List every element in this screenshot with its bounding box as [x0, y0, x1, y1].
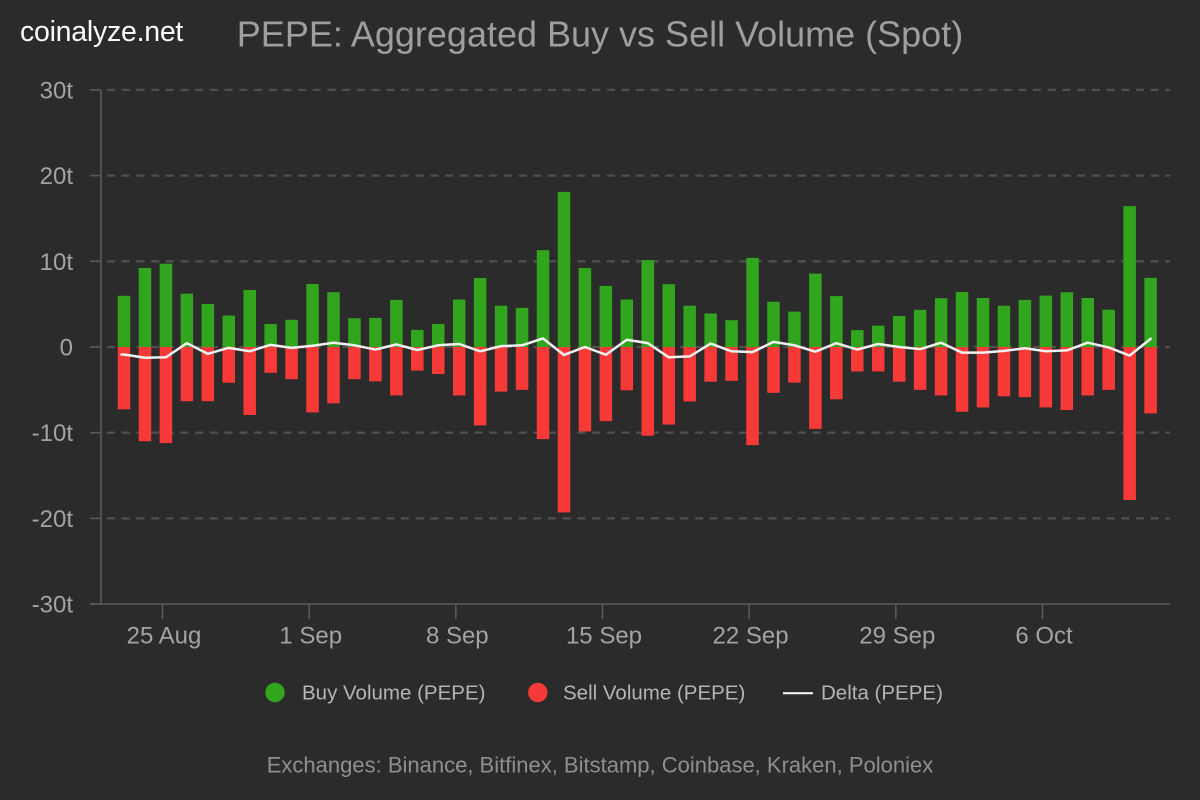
svg-text:-10t: -10t [32, 420, 74, 447]
svg-text:29 Sep: 29 Sep [859, 623, 935, 650]
svg-text:25 Aug: 25 Aug [127, 623, 202, 650]
svg-text:30t: 30t [40, 77, 74, 104]
svg-text:-20t: -20t [32, 506, 74, 533]
svg-text:22 Sep: 22 Sep [713, 623, 789, 650]
svg-text:Sell Volume (PEPE): Sell Volume (PEPE) [563, 682, 745, 705]
svg-text:coinalyze.net: coinalyze.net [20, 16, 183, 48]
svg-text:Exchanges: Binance, Bitfinex,: Exchanges: Binance, Bitfinex, Bitstamp, … [267, 753, 933, 778]
svg-text:15 Sep: 15 Sep [566, 623, 642, 650]
svg-text:0: 0 [60, 335, 73, 362]
svg-text:20t: 20t [40, 163, 74, 190]
svg-text:6 Oct: 6 Oct [1015, 623, 1073, 650]
svg-text:1 Sep: 1 Sep [279, 623, 342, 650]
svg-text:8 Sep: 8 Sep [426, 623, 489, 650]
svg-text:Buy Volume (PEPE): Buy Volume (PEPE) [302, 682, 485, 705]
svg-text:10t: 10t [40, 249, 74, 276]
svg-text:Delta (PEPE): Delta (PEPE) [821, 682, 943, 705]
svg-text:PEPE: Aggregated Buy vs Sell V: PEPE: Aggregated Buy vs Sell Volume (Spo… [237, 14, 963, 55]
svg-text:-30t: -30t [32, 592, 74, 619]
